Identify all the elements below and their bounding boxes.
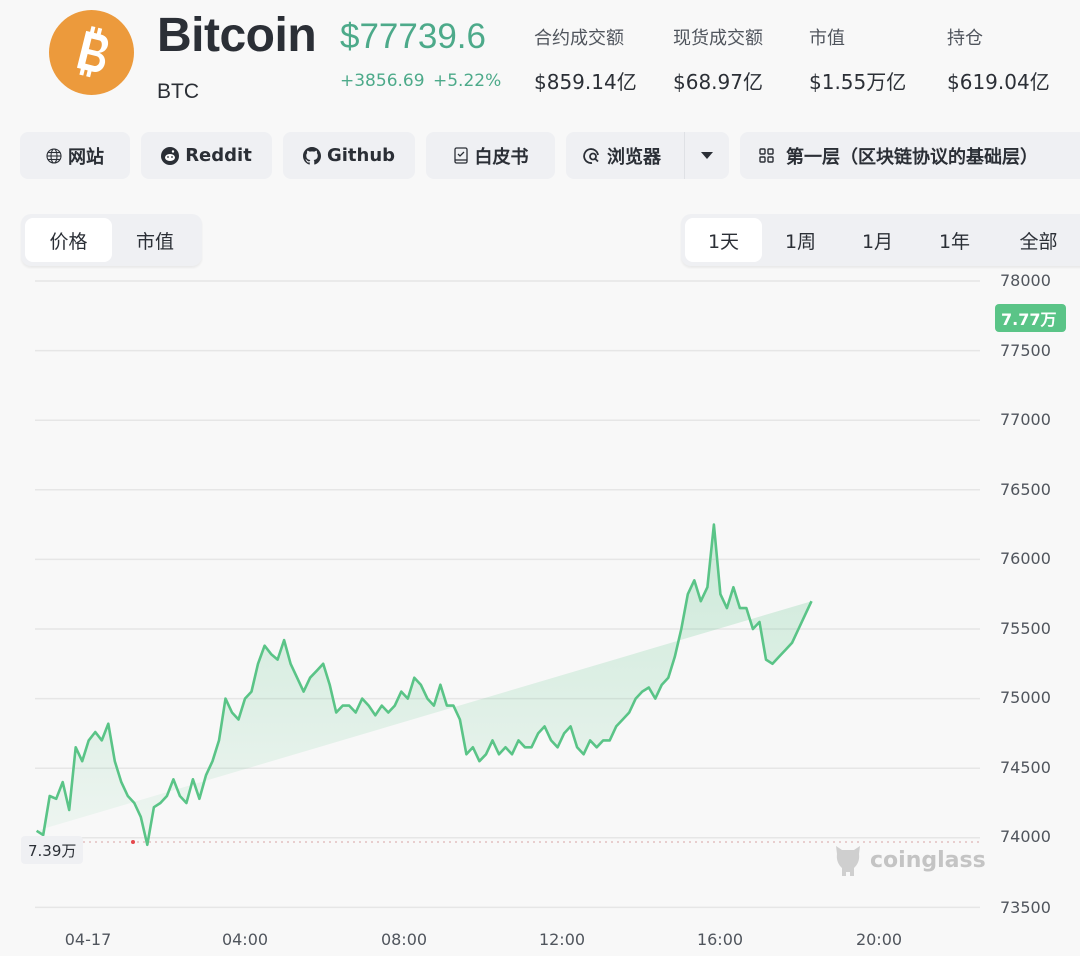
stat-value: $1.55万亿	[809, 70, 907, 94]
x-tick: 20:00	[855, 930, 903, 949]
stat-label: 合约成交额	[534, 28, 624, 49]
website-label: 网站	[68, 146, 104, 168]
y-tick: 74000	[1000, 827, 1051, 846]
explorer-split-divider	[684, 132, 685, 179]
bitcoin-logo	[49, 10, 134, 95]
y-tick: 75500	[1000, 619, 1051, 638]
github-label: Github	[326, 145, 396, 166]
stat-label: 现货成交额	[673, 28, 763, 49]
watermark-text: coinglass	[870, 847, 986, 873]
x-tick: 12:00	[538, 930, 586, 949]
x-tick: 16:00	[696, 930, 744, 949]
price-area	[36, 524, 812, 845]
github-icon	[302, 146, 321, 165]
stat-value: $68.97亿	[673, 70, 763, 94]
explorer-icon	[583, 147, 599, 164]
globe-icon	[46, 147, 62, 164]
y-tick: 74500	[1000, 758, 1051, 777]
reddit-button[interactable]: Reddit	[141, 132, 272, 179]
stat-market-cap: 市值 $1.55万亿	[809, 24, 906, 95]
whitepaper-label: 白皮书	[474, 146, 529, 168]
stat-open-interest: 持仓 $619.04亿	[947, 24, 1050, 95]
tab-market-cap[interactable]: 市值	[135, 230, 174, 253]
grid-icon	[759, 148, 774, 163]
y-tick: 77500	[1000, 341, 1051, 360]
website-button[interactable]: 网站	[20, 132, 130, 179]
document-icon	[453, 146, 468, 164]
price-change: +3856.69	[340, 71, 425, 91]
whitepaper-button[interactable]: 白皮书	[426, 132, 555, 179]
explorer-dropdown-toggle[interactable]	[685, 132, 729, 179]
tab-1y[interactable]: 1年	[938, 230, 971, 253]
y-tick: 73500	[1000, 898, 1051, 917]
category-tag-button[interactable]: 第一层（区块链协议的基础层）	[740, 132, 1080, 179]
last-price-badge: 7.77万	[995, 304, 1066, 332]
chart-gridlines	[35, 280, 980, 909]
bitcoin-icon	[76, 25, 108, 77]
stat-value: $619.04亿	[947, 70, 1050, 94]
coin-name: Bitcoin	[157, 9, 317, 62]
explorer-label: 浏览器	[607, 146, 661, 168]
coinglass-watermark: coinglass	[832, 842, 986, 878]
price-line	[35, 523, 813, 847]
tab-1m[interactable]: 1月	[861, 230, 894, 253]
category-label: 第一层（区块链协议的基础层）	[786, 146, 1038, 168]
y-tick: 76000	[1000, 549, 1051, 568]
x-tick: 08:00	[380, 930, 428, 949]
caret-down-icon	[701, 151, 713, 159]
stat-label: 持仓	[947, 28, 983, 49]
reddit-icon	[161, 146, 180, 165]
y-tick: 75000	[1000, 688, 1051, 707]
y-tick: 77000	[1000, 410, 1051, 429]
x-tick: 04-17	[64, 930, 112, 949]
coinglass-logo-icon	[836, 846, 860, 876]
reddit-label: Reddit	[185, 145, 252, 166]
github-button[interactable]: Github	[283, 132, 415, 179]
stat-spot-volume: 现货成交额 $68.97亿	[673, 24, 763, 95]
metric-toggle: 价格 市值	[21, 214, 202, 266]
tab-1d[interactable]: 1天	[685, 218, 762, 262]
low-price-badge: 7.39万	[21, 836, 84, 864]
tab-all[interactable]: 全部	[1019, 230, 1058, 253]
x-tick: 04:00	[221, 930, 269, 949]
y-tick: 78000	[1000, 271, 1051, 290]
stat-futures-volume: 合约成交额 $859.14亿	[534, 24, 637, 95]
stat-label: 市值	[809, 28, 845, 49]
tab-price[interactable]: 价格	[25, 218, 112, 262]
price-change-percent: +5.22%	[433, 71, 502, 91]
y-tick: 76500	[1000, 480, 1051, 499]
time-range-toggle: 1天 1周 1月 1年 全部	[681, 214, 1080, 266]
stat-value: $859.14亿	[534, 70, 637, 94]
low-point-marker	[131, 840, 135, 844]
coin-symbol: BTC	[157, 80, 199, 103]
tab-1w[interactable]: 1周	[784, 230, 817, 253]
explorer-button[interactable]: 浏览器	[566, 132, 729, 179]
coin-price: $77739.6	[340, 17, 486, 56]
